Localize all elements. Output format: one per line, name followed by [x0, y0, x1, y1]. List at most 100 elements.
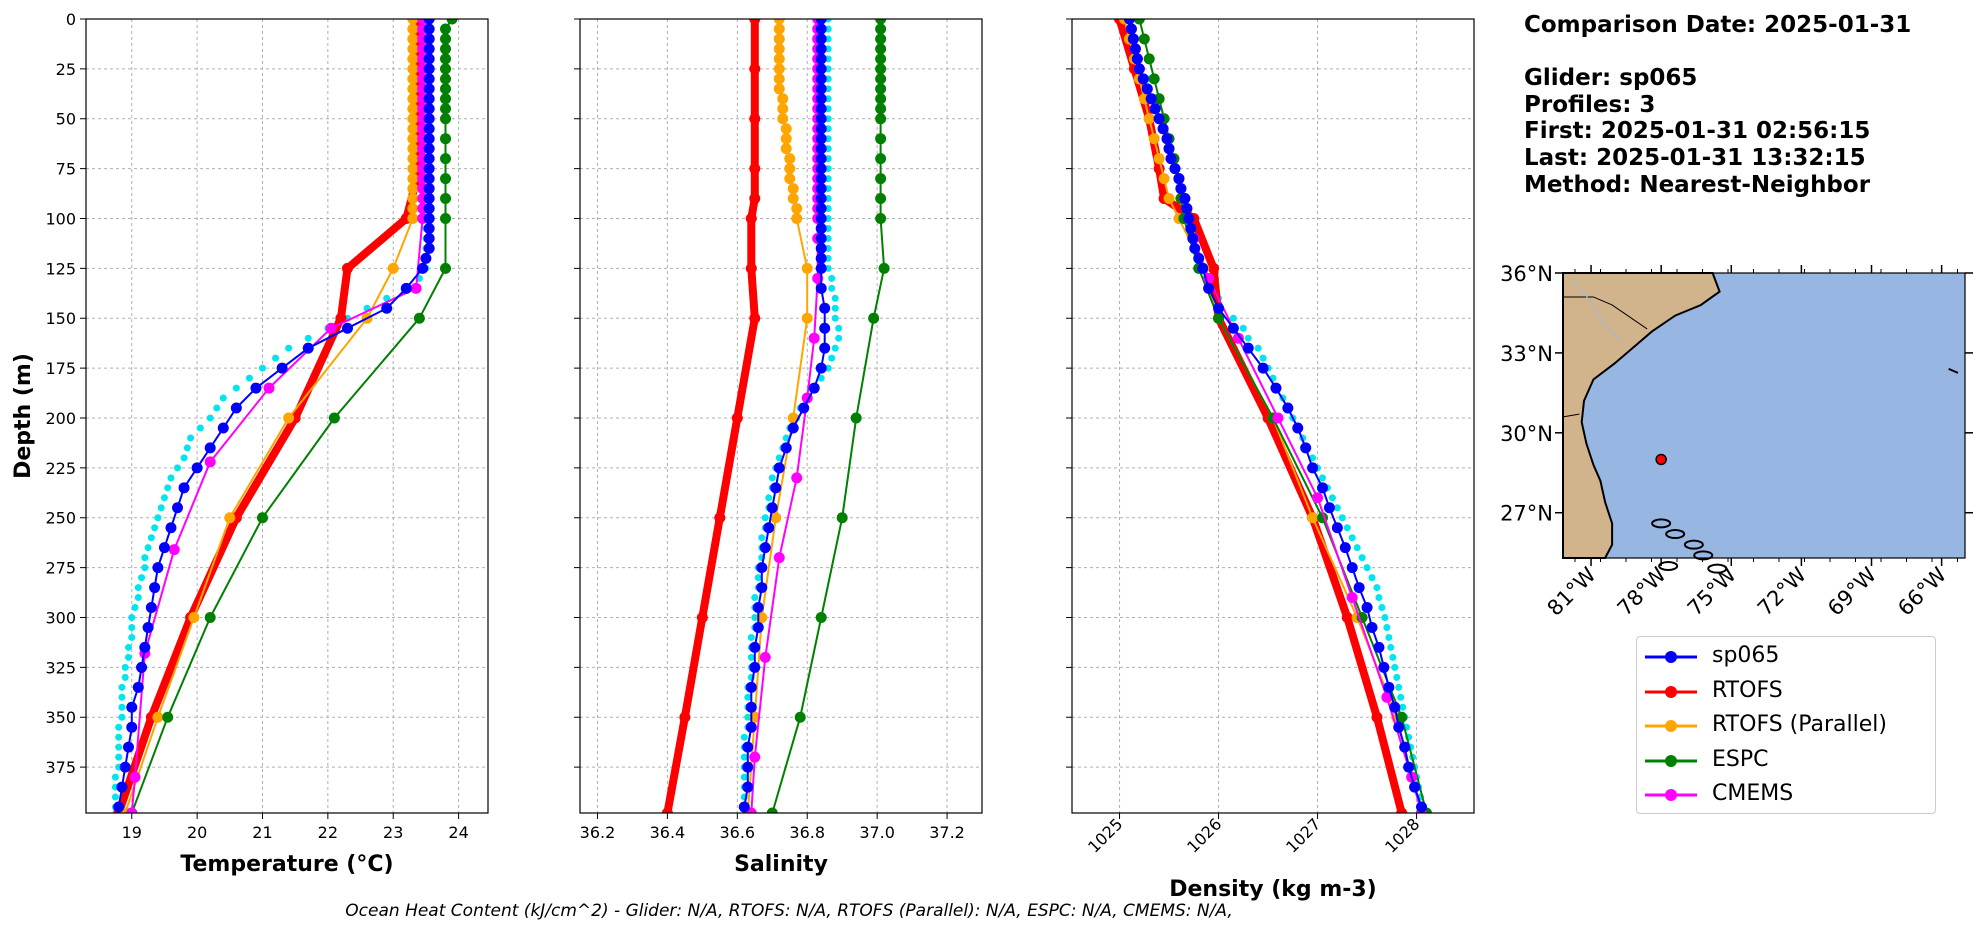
series-point [335, 312, 347, 324]
map-frame [1562, 272, 1966, 559]
series-point [423, 203, 435, 215]
series-point [777, 113, 789, 125]
series-point [142, 621, 154, 633]
glider-profile-point [174, 464, 182, 472]
series-point [784, 163, 796, 175]
series-point [149, 582, 161, 594]
glider-profile-point [824, 145, 832, 153]
glider-profile-point [1375, 594, 1383, 602]
series-point [440, 193, 452, 205]
lon-label: 66°W [1893, 562, 1951, 620]
series-point [1403, 761, 1415, 773]
series-point [407, 53, 419, 65]
axes-frame [1071, 18, 1475, 814]
series-point [178, 482, 190, 494]
series-point [410, 282, 422, 294]
glider-profile-point [744, 693, 752, 701]
series-point [136, 661, 148, 673]
series-point [773, 73, 785, 85]
y-tick-label: 225 [45, 459, 76, 478]
legend-swatch-sp065 [1645, 651, 1697, 663]
y-tick-label: 250 [45, 509, 76, 528]
series-point [777, 93, 789, 105]
series-point [407, 63, 419, 75]
series-point [152, 711, 164, 723]
series-point [815, 133, 827, 145]
series-point [1169, 163, 1181, 175]
series-point [756, 562, 768, 574]
glider-profile-point [272, 354, 280, 362]
x-tick-label: 24 [448, 823, 468, 842]
series-point [423, 173, 435, 185]
series-point [407, 43, 419, 55]
glider-profile-point [1338, 514, 1346, 522]
series-point [815, 252, 827, 264]
legend-item-rtofs-parallel: RTOFS (Parallel) [1637, 710, 1935, 745]
series-point [794, 711, 806, 723]
glider-profile-point [131, 604, 139, 612]
glider-profile-point [111, 793, 119, 801]
series-point [836, 512, 848, 524]
series-point [815, 203, 827, 215]
series-point [446, 19, 458, 25]
glider-profile-point [115, 743, 123, 751]
series-point [204, 442, 216, 454]
series-point [423, 103, 435, 115]
series-point [815, 173, 827, 185]
series-point [780, 143, 792, 155]
series-point [1163, 193, 1175, 205]
glider-profile-point [761, 514, 769, 522]
comparison-date: Comparison Date: 2025-01-31 [1524, 12, 1912, 38]
series-point [119, 761, 131, 773]
series-point [801, 312, 813, 324]
series-point [745, 701, 757, 713]
series-point [1409, 781, 1421, 793]
glider-profile-point [1358, 554, 1366, 562]
series-point [440, 83, 452, 95]
glider-profile-point [1397, 693, 1405, 701]
series-point [1133, 19, 1145, 25]
series-point [787, 422, 799, 434]
series-point [1138, 33, 1150, 45]
series-point [413, 312, 425, 324]
glider-profile-point [1363, 564, 1371, 572]
series-point [1153, 153, 1165, 165]
series-point [1141, 83, 1153, 95]
profile-panel-1: 0 25 50 75 100 125 150 175 200 225 250 275 300 325 350… [11, 10, 489, 877]
legend-label: CMEMS [1712, 781, 1794, 806]
y-tick-label: 150 [45, 309, 76, 328]
glider-profile-point [740, 733, 748, 741]
series-point [815, 63, 827, 75]
series-point [1312, 492, 1324, 504]
series-point [1208, 262, 1220, 274]
glider-profile-point [1378, 604, 1386, 612]
series-point [773, 83, 785, 95]
series-point [1153, 113, 1165, 125]
glider-profile-point [141, 564, 149, 572]
plot-area [661, 19, 890, 813]
glider-profile-point [187, 434, 195, 442]
series-point [423, 113, 435, 125]
glider-profile-point [824, 205, 832, 213]
glider-profile-point [1391, 663, 1399, 671]
y-tick-label: 275 [45, 559, 76, 578]
glider-profile-point [115, 723, 123, 731]
series-point [407, 83, 419, 95]
series-point [815, 33, 827, 45]
series-point [787, 183, 799, 195]
glider-profile-point [747, 653, 755, 661]
series-point [1193, 252, 1205, 264]
series-point [1292, 422, 1304, 434]
series-point [423, 33, 435, 45]
series-point [819, 322, 831, 334]
series-point [815, 43, 827, 55]
lon-label: 72°W [1753, 562, 1811, 620]
series-point [742, 781, 754, 793]
glider-profile-point [824, 244, 832, 252]
glider-profile-point [1343, 524, 1351, 532]
series-point [868, 312, 880, 324]
first-profile-time: First: 2025-01-31 02:56:15 [1524, 118, 1871, 145]
series-point [773, 19, 785, 25]
series-point [126, 701, 138, 713]
bahamas-island [1693, 550, 1714, 561]
